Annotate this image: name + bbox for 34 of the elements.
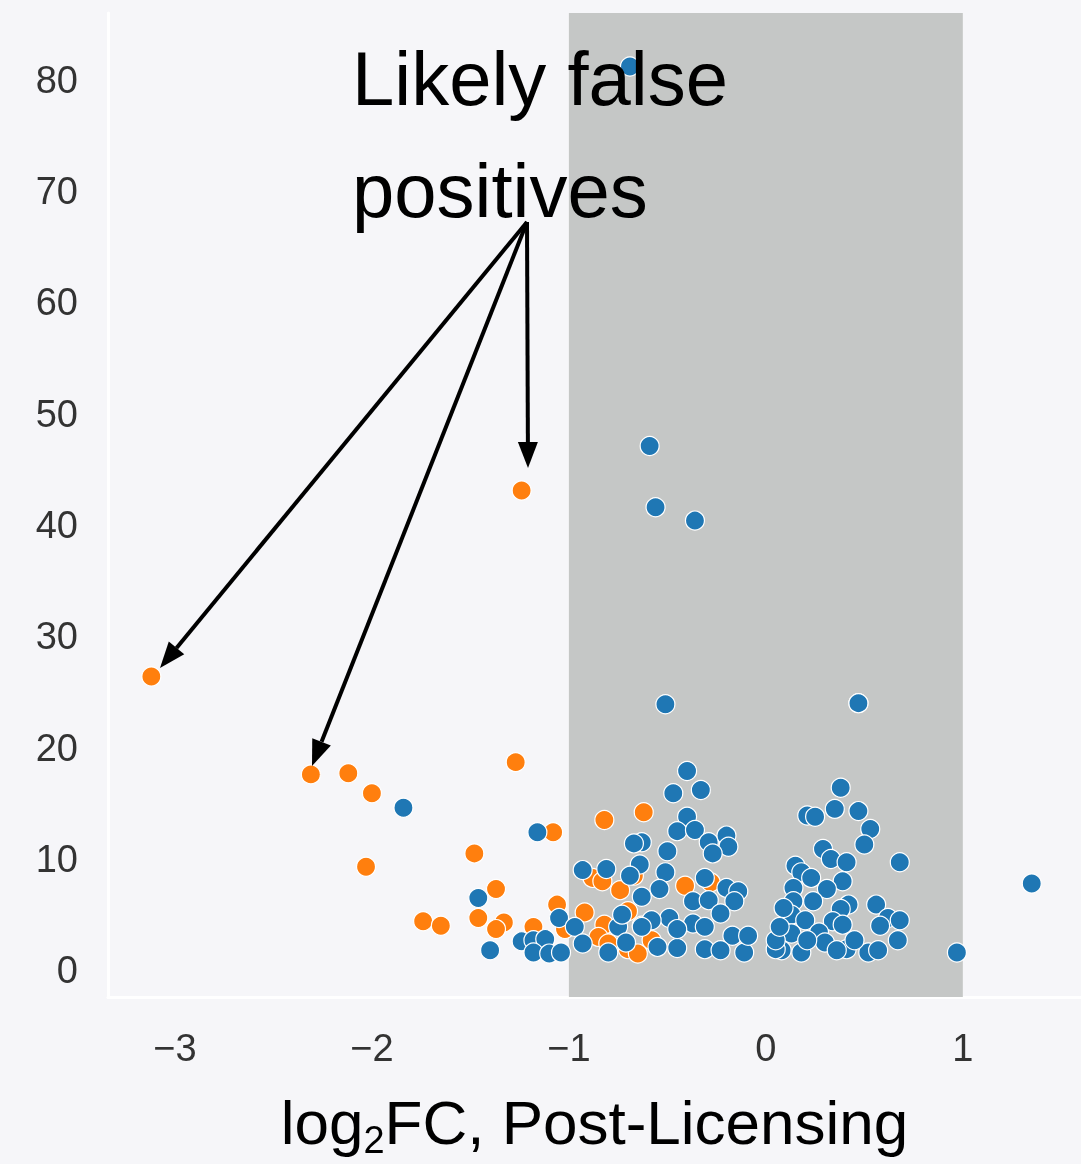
x-tick-label: −3 — [153, 1027, 197, 1069]
y-tick-label: 20 — [35, 726, 78, 769]
point — [511, 480, 532, 501]
y-tick-label: 10 — [35, 837, 78, 880]
x-tick-label: 0 — [755, 1027, 777, 1069]
point — [594, 809, 615, 831]
point — [141, 666, 162, 687]
point — [675, 875, 696, 896]
y-tick-label: 60 — [35, 281, 78, 324]
point — [300, 764, 321, 785]
y-tick-label: 50 — [35, 392, 78, 435]
x-tick-label: −2 — [350, 1027, 394, 1069]
y-tick-label: 30 — [35, 615, 78, 658]
point — [355, 856, 377, 877]
point — [610, 880, 631, 901]
point — [505, 752, 526, 773]
x-tick-label: 1 — [952, 1027, 974, 1069]
point — [627, 943, 648, 964]
y-tick-label: 70 — [35, 170, 78, 213]
point — [633, 802, 654, 823]
annotation: Likely false positives — [352, 35, 750, 233]
point — [485, 919, 507, 940]
point — [338, 763, 359, 784]
point — [430, 915, 451, 936]
point — [413, 911, 434, 932]
y-tick-label: 0 — [56, 949, 78, 992]
point — [485, 878, 507, 900]
y-tick-label: 40 — [35, 504, 78, 547]
point — [574, 902, 595, 923]
point — [468, 907, 489, 929]
point — [361, 783, 383, 804]
point — [464, 843, 485, 864]
y-tick-label: 80 — [35, 58, 78, 101]
x-tick-label: −1 — [547, 1027, 591, 1069]
